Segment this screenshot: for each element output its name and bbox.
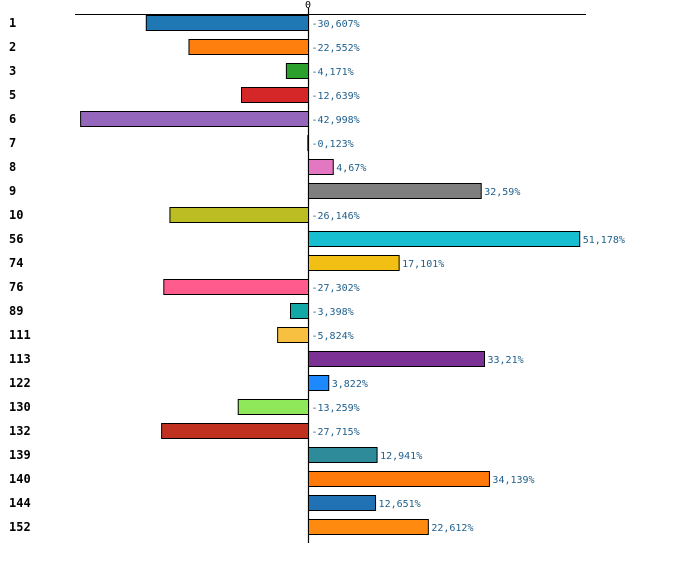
value-label: -27,302% [312,283,360,294]
value-label: 22,612% [431,523,473,534]
bar [285,63,310,79]
value-label: 34,139% [492,475,534,486]
bar [308,351,486,367]
category-label: 113 [9,352,31,366]
bar [237,399,309,415]
category-label: 140 [9,472,31,486]
category-label: 89 [9,304,23,318]
bar [308,495,377,511]
value-label: 4,67% [336,163,366,174]
category-label: 10 [9,208,23,222]
category-label: 122 [9,376,31,390]
value-label: -5,824% [312,331,354,342]
category-label: 111 [9,328,31,342]
category-label: 74 [9,256,23,270]
category-label: 139 [9,448,31,462]
value-label: -13,259% [312,403,360,414]
bar [308,447,378,463]
bar [308,231,581,247]
value-label: -27,715% [312,427,360,438]
category-label: 144 [9,496,31,510]
category-label: 132 [9,424,31,438]
bar [163,279,309,295]
bar [161,423,309,439]
bar [277,327,310,343]
value-label: 33,21% [488,355,524,366]
bar [188,39,309,55]
bar [241,87,310,103]
bar [307,135,310,151]
category-label: 7 [9,136,16,150]
bar [308,471,490,487]
category-label: 5 [9,88,16,102]
bar [169,207,309,223]
category-label: 76 [9,280,23,294]
zero-tick-label: 0 [305,0,311,11]
value-label: 17,101% [402,259,444,270]
bar [308,183,482,199]
bar [308,519,429,535]
category-label: 8 [9,160,16,174]
category-label: 2 [9,40,16,54]
value-label: 32,59% [484,187,520,198]
category-label: 9 [9,184,16,198]
value-label: 12,651% [379,499,421,510]
bar [80,111,310,127]
category-label: 1 [9,16,16,30]
value-label: -3,398% [312,307,354,318]
category-label: 130 [9,400,31,414]
value-label: -42,998% [312,115,360,126]
value-label: 3,822% [332,379,368,390]
bar [145,15,309,31]
value-label: 12,941% [380,451,422,462]
value-label: -4,171% [312,67,354,78]
bar [308,255,400,271]
category-label: 3 [9,64,16,78]
category-label: 152 [9,520,31,534]
category-label: 56 [9,232,23,246]
bar [289,303,309,319]
value-label: -0,123% [312,139,354,150]
value-label: -22,552% [312,43,360,54]
bar [308,375,330,391]
value-label: -30,607% [312,19,360,30]
bar [308,159,334,175]
category-label: 6 [9,112,16,126]
value-label: -12,639% [312,91,360,102]
value-label: -26,146% [312,211,360,222]
value-label: 51,178% [583,235,625,246]
